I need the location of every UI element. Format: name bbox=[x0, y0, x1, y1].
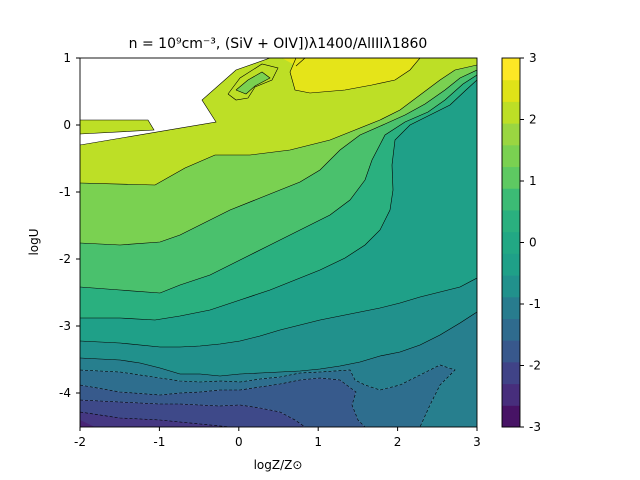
colorbar-cell bbox=[502, 79, 520, 102]
contour-lines bbox=[80, 58, 477, 427]
colorbar-tick-label: 2 bbox=[529, 113, 537, 127]
colorbar-tick-label: 0 bbox=[529, 236, 537, 250]
x-axis-label: logZ/Z⊙ bbox=[254, 458, 303, 472]
colorbar-cell bbox=[502, 296, 520, 319]
colorbar-tick-label: -1 bbox=[529, 297, 541, 311]
colorbar-cell bbox=[502, 144, 520, 168]
band-neg2.5-neg2 bbox=[80, 412, 230, 427]
x-tick-label: -1 bbox=[153, 435, 165, 449]
colorbar-cell bbox=[502, 58, 520, 81]
x-tick-label: 1 bbox=[314, 435, 322, 449]
colorbar-cell bbox=[502, 101, 520, 124]
band-neg1-neg0.5 bbox=[80, 365, 455, 427]
colorbar-tick-label: -2 bbox=[529, 359, 541, 373]
band-2.0-2.5 bbox=[80, 65, 477, 245]
x-tick-label: 0 bbox=[235, 435, 243, 449]
colorbar-cell bbox=[502, 383, 520, 406]
colorbar-cell bbox=[502, 361, 520, 385]
x-tick-label: 2 bbox=[394, 435, 402, 449]
axes-frame bbox=[79, 57, 478, 428]
colorbar-cells bbox=[502, 58, 520, 428]
y-tick-label: 1 bbox=[63, 51, 71, 65]
x-tick-label: 3 bbox=[473, 435, 481, 449]
band-2.75-3-sliver bbox=[282, 58, 305, 66]
y-axis: 1 0 -1 -2 -3 -4 logU bbox=[27, 51, 80, 400]
colorbar-cell bbox=[502, 166, 520, 189]
colorbar-cell bbox=[502, 405, 520, 428]
chart-title: n = 10⁹cm⁻³, (SiV + OIV])λ1400/AlIIIλ186… bbox=[129, 36, 428, 52]
colorbar-cell bbox=[502, 209, 520, 233]
band-1.5-2.0 bbox=[80, 70, 477, 293]
band-1.0-1.5 bbox=[80, 75, 477, 320]
y-tick-label: -1 bbox=[59, 185, 71, 199]
band-neg0.5-0 bbox=[80, 312, 477, 427]
colorbar-tick-label: -3 bbox=[529, 420, 541, 434]
colorbar-cell bbox=[502, 188, 520, 211]
colorbar: 3 2 1 0 -1 -2 -3 bbox=[501, 51, 541, 434]
band-neg1.5-neg1 bbox=[80, 378, 365, 427]
colorbar-cell bbox=[502, 231, 520, 254]
y-tick-label: -3 bbox=[59, 319, 71, 333]
y-axis-label: logU bbox=[27, 228, 41, 255]
colorbar-cell bbox=[502, 340, 520, 363]
band-0.5-1.0 bbox=[80, 80, 477, 347]
band-2.75-3-top bbox=[290, 58, 420, 93]
band-0.0-0.5 bbox=[80, 278, 477, 376]
y-tick-label: 0 bbox=[63, 118, 71, 132]
y-tick-label: -4 bbox=[59, 386, 71, 400]
colorbar-cell bbox=[502, 123, 520, 146]
y-tick-label: -2 bbox=[59, 252, 71, 266]
colorbar-tick-label: 3 bbox=[529, 51, 537, 65]
band-2.0-2.5-pocket bbox=[236, 72, 270, 94]
colorbar-cell bbox=[502, 253, 520, 276]
colorbar-tick-label: 1 bbox=[529, 174, 537, 188]
band-neg3-neg2.5 bbox=[80, 420, 95, 427]
colorbar-cell bbox=[502, 318, 520, 341]
colorbar-cell bbox=[502, 275, 520, 298]
x-tick-label: -2 bbox=[74, 435, 86, 449]
plot-area bbox=[80, 58, 477, 427]
band-2.5-2.75 bbox=[80, 58, 477, 185]
x-axis: -2 -1 0 1 2 3 logZ/Z⊙ bbox=[74, 427, 481, 472]
